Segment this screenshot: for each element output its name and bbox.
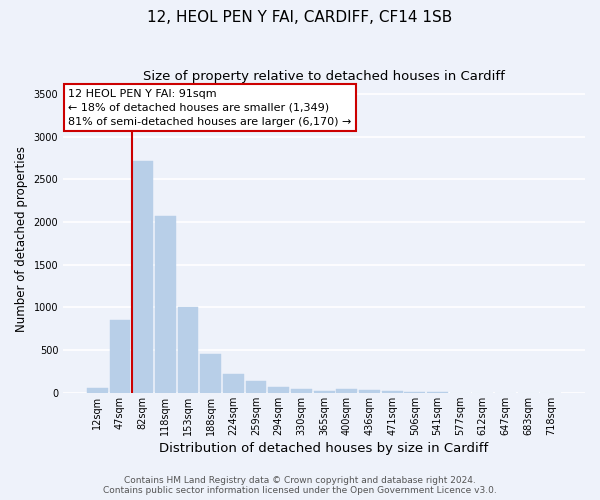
Bar [200,354,221,393]
Text: 12 HEOL PEN Y FAI: 91sqm
← 18% of detached houses are smaller (1,349)
81% of sem: 12 HEOL PEN Y FAI: 91sqm ← 18% of detach… [68,88,352,126]
Bar [223,374,244,393]
Y-axis label: Number of detached properties: Number of detached properties [15,146,28,332]
Text: 12, HEOL PEN Y FAI, CARDIFF, CF14 1SB: 12, HEOL PEN Y FAI, CARDIFF, CF14 1SB [148,10,452,25]
Bar [87,388,108,393]
Bar [291,390,312,393]
Bar [245,381,266,393]
Bar [359,390,380,393]
Bar [178,306,199,393]
Bar [337,390,357,393]
Bar [110,320,130,393]
Text: Contains HM Land Registry data © Crown copyright and database right 2024.
Contai: Contains HM Land Registry data © Crown c… [103,476,497,495]
Bar [382,392,403,393]
Bar [155,216,176,393]
Bar [314,391,335,393]
Bar [132,160,153,393]
Bar [268,387,289,393]
X-axis label: Distribution of detached houses by size in Cardiff: Distribution of detached houses by size … [160,442,489,455]
Title: Size of property relative to detached houses in Cardiff: Size of property relative to detached ho… [143,70,505,83]
